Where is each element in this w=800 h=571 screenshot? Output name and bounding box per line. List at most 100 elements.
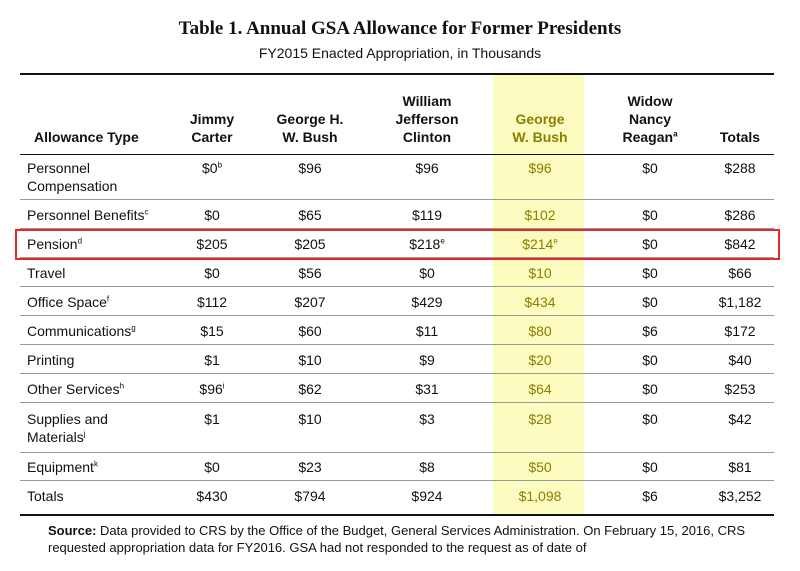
table-cell: $96	[260, 159, 360, 177]
table-cell: $794	[260, 487, 360, 505]
row-label-text: Equipment	[27, 459, 94, 475]
row-label: Printing	[27, 351, 74, 369]
cell-value: $65	[298, 207, 322, 223]
row-separator	[20, 344, 774, 345]
table-cell: $434	[495, 293, 585, 311]
table-cell: $6	[600, 487, 700, 505]
table-subtitle: FY2015 Enacted Appropriation, in Thousan…	[258, 45, 542, 61]
row-label: Pensiond	[27, 235, 82, 253]
table-cell: $96	[377, 159, 477, 177]
footnote-marker: f	[106, 294, 110, 304]
column-header-label: William Jefferson Clinton	[395, 93, 459, 145]
cell-value: $286	[724, 207, 756, 223]
cell-value: $0	[642, 459, 658, 475]
table-cell: $10	[260, 410, 360, 428]
table-cell: $288	[705, 159, 775, 177]
table-cell: $253	[705, 380, 775, 398]
row-label: Equipmentk	[27, 458, 98, 476]
cell-value: $10	[298, 352, 322, 368]
cell-value: $0	[642, 352, 658, 368]
footnote-marker: i	[222, 381, 225, 391]
row-label-text: Communications	[27, 323, 132, 339]
table-cell: $6	[600, 322, 700, 340]
cell-value: $205	[196, 236, 228, 252]
cell-value: $96	[199, 381, 223, 397]
column-header-1: Jimmy Carter	[172, 110, 252, 146]
table-cell: $0	[172, 458, 252, 476]
row-separator	[20, 452, 774, 453]
header-top-rule	[20, 73, 774, 75]
cell-value: $6	[642, 488, 658, 504]
table-cell: $62	[260, 380, 360, 398]
table-cell: $0	[600, 206, 700, 224]
cell-value: $96	[298, 160, 322, 176]
source-label: Source:	[48, 523, 97, 538]
cell-value: $1	[204, 411, 220, 427]
row-separator	[20, 228, 774, 229]
cell-value: $0	[204, 207, 220, 223]
row-label-text: Pension	[27, 236, 78, 252]
table-cell: $20	[495, 351, 585, 369]
column-header-label: George W. Bush	[512, 111, 568, 145]
table-cell: $64	[495, 380, 585, 398]
table-cell: $96	[495, 159, 585, 177]
cell-value: $434	[524, 294, 556, 310]
cell-value: $56	[298, 265, 322, 281]
footnote-marker: d	[77, 236, 83, 246]
cell-value: $40	[728, 352, 752, 368]
cell-value: $3	[419, 411, 435, 427]
table-cell: $66	[705, 264, 775, 282]
table-cell: $81	[705, 458, 775, 476]
table-cell: $0	[600, 458, 700, 476]
table-cell: $10	[260, 351, 360, 369]
row-label: Communicationsg	[27, 322, 136, 340]
cell-value: $794	[294, 488, 326, 504]
row-label: Supplies and Materialsj	[27, 410, 108, 446]
cell-value: $214	[522, 236, 554, 252]
table-cell: $214e	[495, 235, 585, 253]
row-label: Totals	[27, 487, 64, 505]
row-separator	[20, 257, 774, 258]
table-cell: $102	[495, 206, 585, 224]
cell-value: $20	[528, 352, 552, 368]
table-cell: $0	[172, 264, 252, 282]
table-cell: $119	[377, 206, 477, 224]
table-cell: $28	[495, 410, 585, 428]
cell-value: $9	[419, 352, 435, 368]
cell-value: $0	[642, 265, 658, 281]
footnote-marker: c	[144, 207, 149, 217]
cell-value: $842	[724, 236, 756, 252]
row-label-text: Personnel Benefits	[27, 207, 145, 223]
pension-row-highlight-box	[15, 229, 780, 260]
footnote-marker: e	[553, 236, 558, 246]
cell-value: $0	[642, 411, 658, 427]
cell-value: $205	[294, 236, 326, 252]
cell-value: $96	[415, 160, 439, 176]
george-w-bush-column-highlight	[493, 74, 584, 515]
table-cell: $0	[600, 159, 700, 177]
table-cell: $15	[172, 322, 252, 340]
table-cell: $50	[495, 458, 585, 476]
table-cell: $40	[705, 351, 775, 369]
table-cell: $96i	[172, 380, 252, 398]
table-cell: $924	[377, 487, 477, 505]
cell-value: $0	[201, 160, 218, 176]
table-cell: $286	[705, 206, 775, 224]
column-header-2: George H. W. Bush	[260, 110, 360, 146]
cell-value: $60	[298, 323, 322, 339]
row-label-text: Supplies and Materials	[27, 411, 108, 445]
header-bottom-rule	[20, 154, 774, 155]
table-cell: $31	[377, 380, 477, 398]
column-header-label: Totals	[719, 129, 761, 145]
table-cell: $0b	[172, 159, 252, 177]
row-separator	[20, 402, 774, 403]
table-cell: $0	[600, 351, 700, 369]
column-header-6: Totals	[705, 128, 775, 146]
row-separator	[20, 373, 774, 374]
cell-value: $172	[724, 323, 756, 339]
cell-value: $0	[419, 265, 435, 281]
footnote-marker: j	[83, 429, 86, 439]
table-cell: $1,098	[495, 487, 585, 505]
cell-value: $218	[409, 236, 441, 252]
footnote-marker: e	[440, 236, 445, 246]
